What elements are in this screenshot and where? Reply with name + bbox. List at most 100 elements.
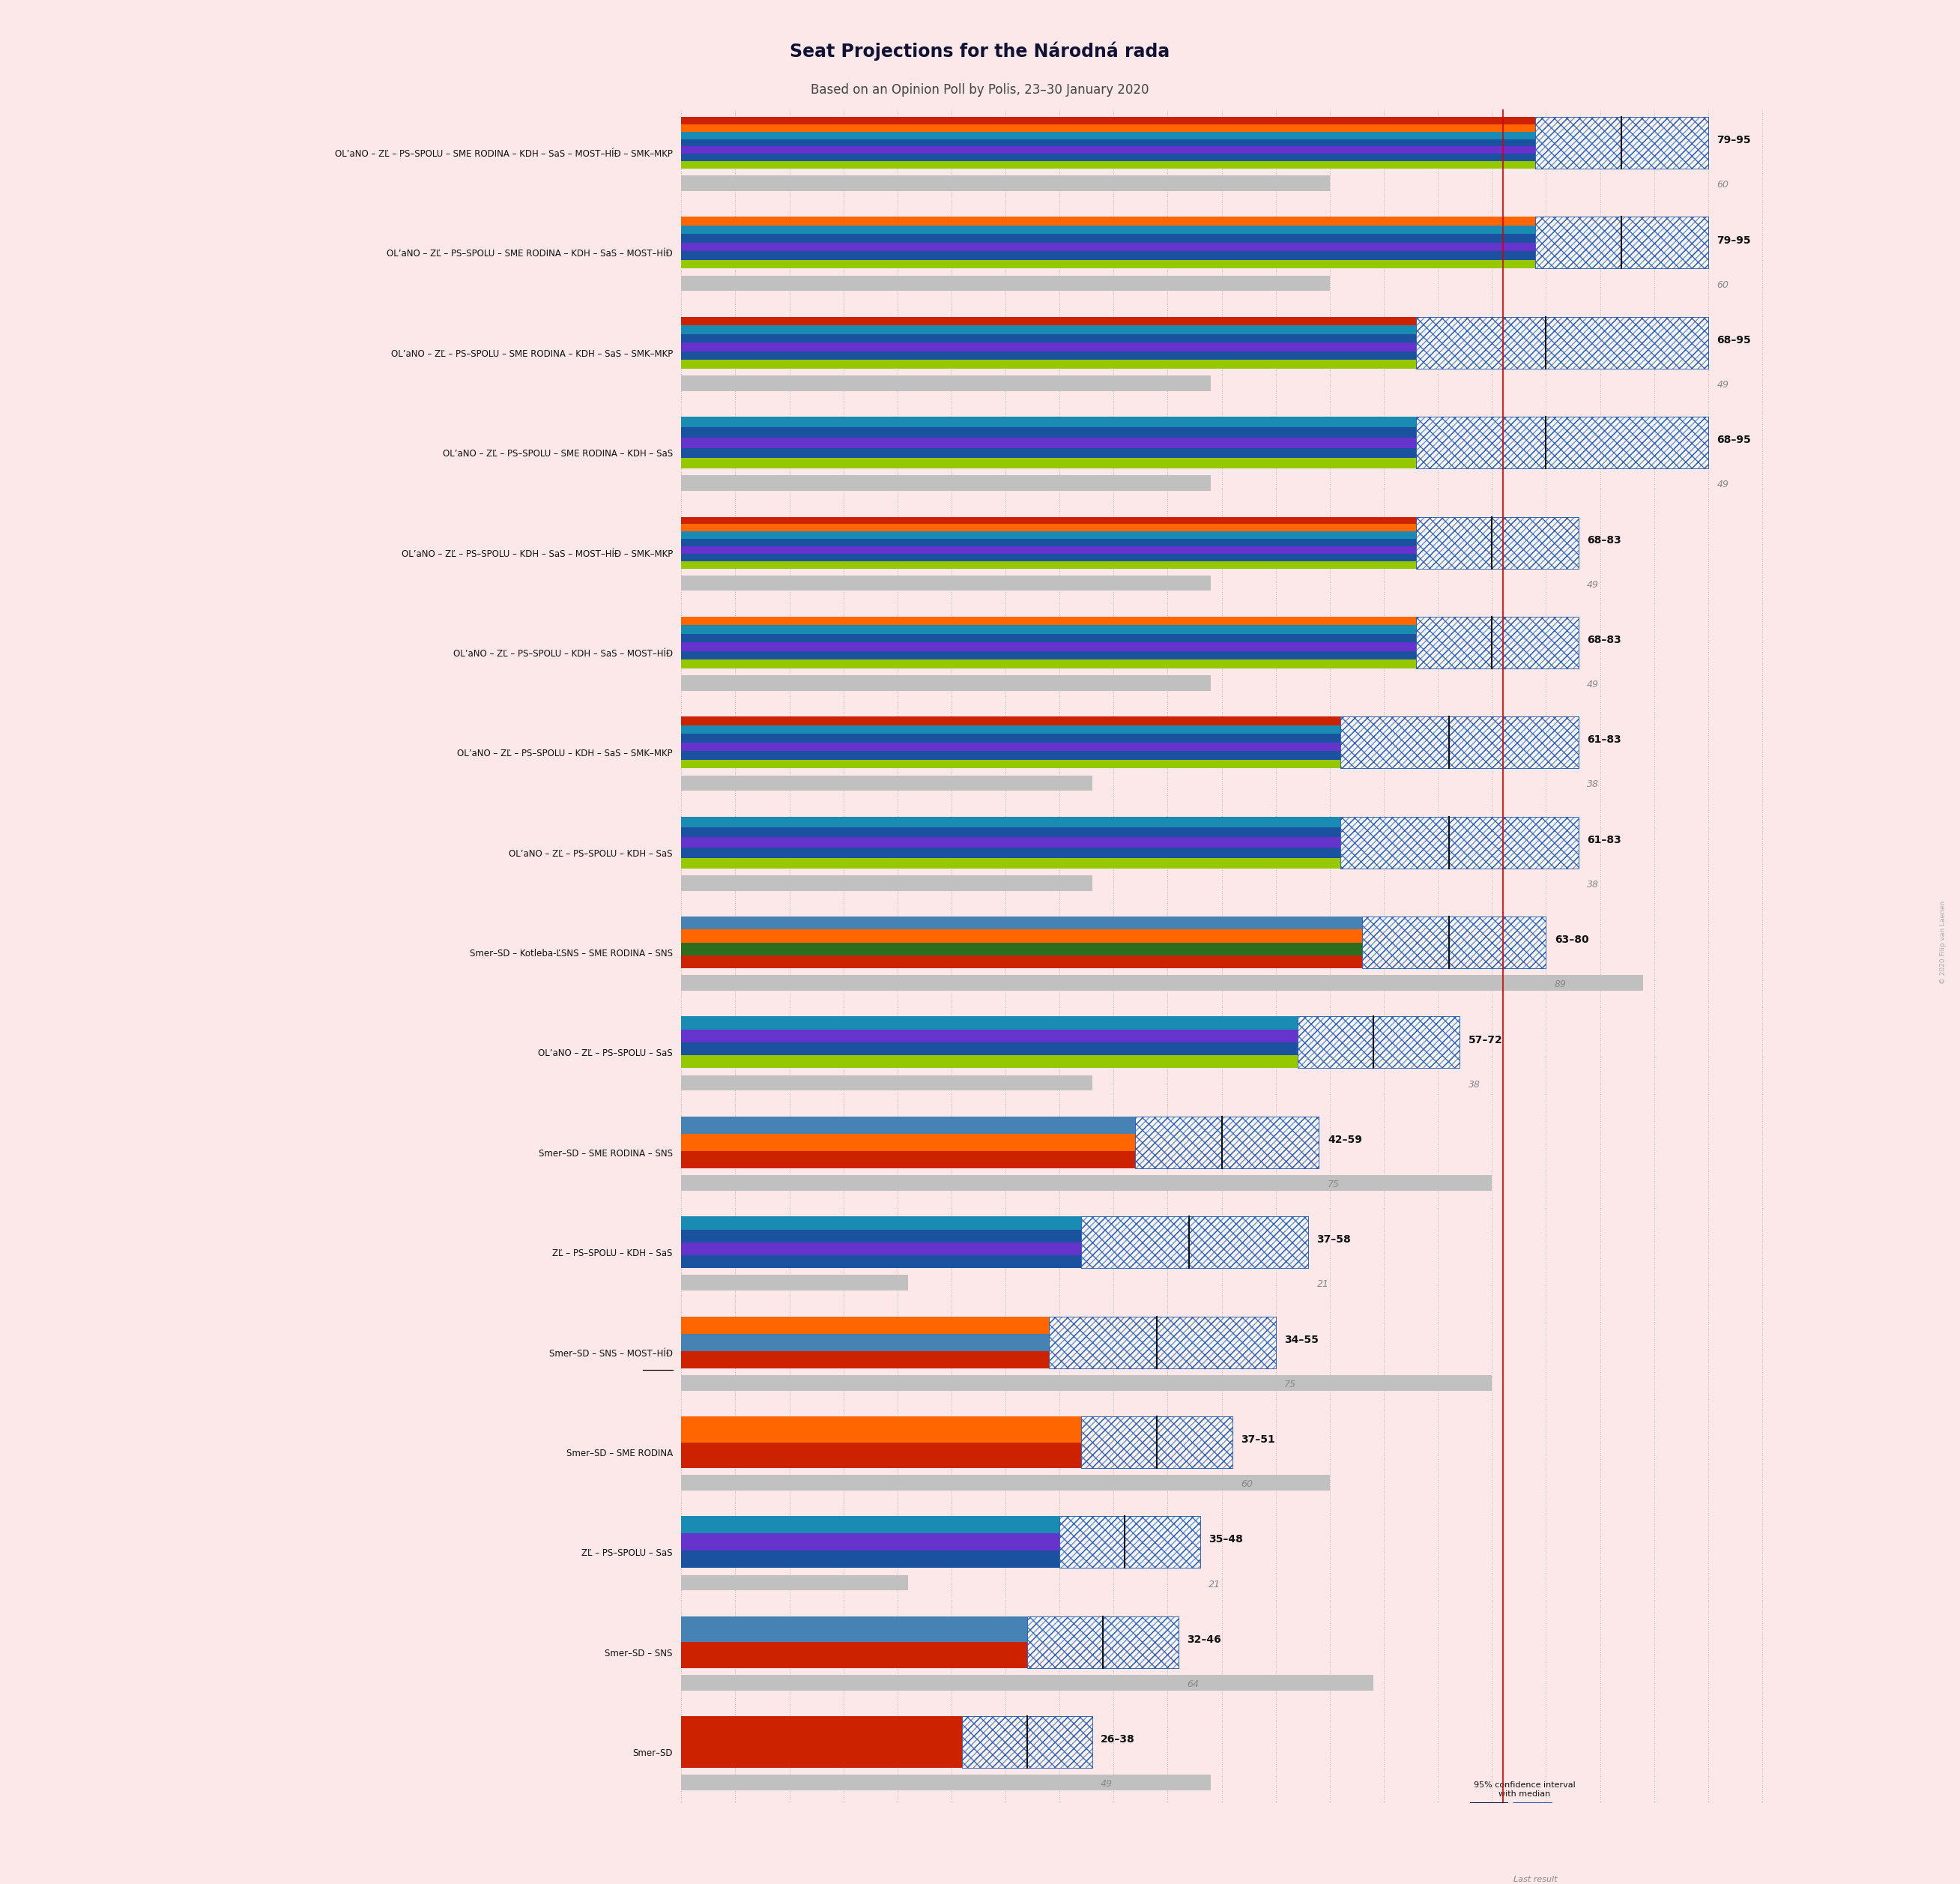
Bar [682, 735, 1341, 742]
Bar [1060, 1517, 1200, 1534]
Bar [1535, 139, 1707, 147]
Bar [1417, 539, 1578, 546]
Bar [682, 1255, 1082, 1268]
Bar [1535, 147, 1707, 154]
Bar [1417, 659, 1578, 669]
Bar [1341, 716, 1578, 769]
Bar [682, 1242, 1082, 1255]
Bar [1417, 616, 1578, 669]
Text: 37–51: 37–51 [1241, 1434, 1276, 1445]
Bar [682, 759, 1341, 769]
Text: 26–38: 26–38 [1102, 1735, 1135, 1745]
Text: Smer–SD – SME RODINA: Smer–SD – SME RODINA [566, 1449, 672, 1458]
Text: 79–95: 79–95 [1717, 136, 1750, 145]
Bar [682, 1375, 1492, 1390]
Bar [682, 124, 1535, 132]
Bar [682, 475, 1211, 492]
Bar [682, 742, 1341, 752]
Bar [682, 827, 1341, 836]
Bar [1027, 1616, 1178, 1643]
Bar [682, 776, 1092, 791]
Bar [682, 1117, 1135, 1134]
Bar [682, 458, 1417, 469]
Bar [682, 428, 1417, 437]
Text: 49: 49 [1717, 381, 1729, 390]
Bar [1082, 1217, 1307, 1230]
Bar [682, 1042, 1298, 1055]
Bar [682, 1351, 1049, 1368]
Bar [1060, 1517, 1200, 1567]
Bar [1417, 616, 1578, 625]
Bar [682, 752, 1341, 759]
Bar [1082, 1217, 1307, 1268]
Text: 34–55: 34–55 [1284, 1334, 1319, 1345]
Bar [682, 1775, 1211, 1790]
Bar [682, 350, 1417, 360]
Bar [682, 524, 1417, 531]
Bar [1341, 759, 1578, 769]
Bar [1417, 437, 1707, 448]
Text: 38: 38 [1468, 1080, 1480, 1089]
Bar [1298, 1029, 1460, 1042]
Bar [1470, 1803, 1507, 1841]
Text: 89: 89 [1554, 980, 1566, 989]
Bar [682, 836, 1341, 848]
Bar [682, 326, 1417, 333]
Bar [682, 1475, 1329, 1490]
Bar [1341, 816, 1578, 869]
Bar [682, 857, 1341, 869]
Bar [1341, 816, 1578, 869]
Bar [682, 1317, 1049, 1334]
Bar [682, 1551, 1060, 1567]
Bar [1513, 1803, 1552, 1841]
Bar [1417, 416, 1707, 469]
Bar [682, 955, 1362, 968]
Text: OL’aNO – ZĽ – PS–SPOLU – SME RODINA – KDH – SaS – MOST–HÍĐ: OL’aNO – ZĽ – PS–SPOLU – SME RODINA – KD… [386, 249, 672, 258]
Bar [1417, 416, 1707, 469]
Text: 49: 49 [1588, 680, 1599, 690]
Text: 68–95: 68–95 [1717, 335, 1750, 345]
Bar [1417, 516, 1578, 569]
Text: 63–80: 63–80 [1554, 934, 1590, 946]
Text: 21: 21 [1317, 1279, 1329, 1289]
Text: Smer–SD – SNS: Smer–SD – SNS [606, 1648, 672, 1658]
Text: OL’aNO – ZĽ – PS–SPOLU – KDH – SaS – SMK–MKP: OL’aNO – ZĽ – PS–SPOLU – KDH – SaS – SMK… [457, 748, 672, 759]
Bar [1417, 317, 1707, 326]
Text: OL’aNO – ZĽ – PS–SPOLU – SME RODINA – KDH – SaS – MOST–HÍĐ – SMK–MKP: OL’aNO – ZĽ – PS–SPOLU – SME RODINA – KD… [335, 149, 672, 158]
Bar [1417, 416, 1707, 428]
Text: © 2020 Filip van Laenen: © 2020 Filip van Laenen [1940, 901, 1946, 983]
Bar [682, 929, 1362, 942]
Bar [1298, 1042, 1460, 1055]
Bar [1417, 652, 1578, 659]
Text: Based on an Opinion Poll by Polis, 23–30 January 2020: Based on an Opinion Poll by Polis, 23–30… [811, 83, 1149, 96]
Bar [1535, 124, 1707, 132]
Bar [682, 674, 1211, 691]
Bar [682, 876, 1092, 891]
Bar [1417, 635, 1578, 642]
Bar [1027, 1616, 1178, 1667]
Bar [682, 1217, 1082, 1230]
Bar [682, 531, 1417, 539]
Bar [1535, 117, 1707, 124]
Text: 68–83: 68–83 [1588, 635, 1621, 644]
Bar [682, 1534, 1060, 1551]
Bar [682, 1575, 907, 1590]
Bar [1417, 546, 1578, 554]
Bar [1049, 1317, 1276, 1368]
Bar [682, 317, 1417, 326]
Bar [1417, 616, 1578, 669]
Bar [682, 1275, 907, 1291]
Bar [1082, 1417, 1233, 1468]
Bar [682, 554, 1417, 561]
Bar [682, 117, 1535, 124]
Bar [682, 260, 1535, 269]
Bar [1417, 516, 1578, 524]
Text: OL’aNO – ZĽ – PS–SPOLU – KDH – SaS – MOST–HÍĐ – SMK–MKP: OL’aNO – ZĽ – PS–SPOLU – KDH – SaS – MOS… [402, 548, 672, 560]
Bar [682, 1616, 1027, 1643]
Bar [682, 175, 1329, 190]
Text: 95% confidence interval
with median: 95% confidence interval with median [1474, 1782, 1576, 1797]
Bar [1341, 735, 1578, 742]
Bar [1362, 942, 1546, 955]
Bar [1060, 1551, 1200, 1567]
Bar [682, 659, 1417, 669]
